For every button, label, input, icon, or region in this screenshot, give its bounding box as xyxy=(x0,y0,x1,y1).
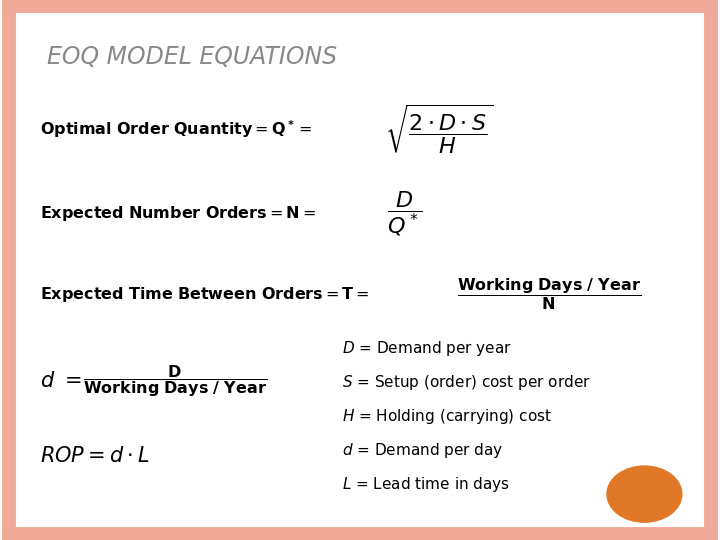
Text: $\dfrac{\mathbf{Working\ Days\ /\ Year}}{\mathbf{N}}$: $\dfrac{\mathbf{Working\ Days\ /\ Year}}… xyxy=(457,276,642,312)
Text: $\mathit{S}$ = Setup (order) cost per order: $\mathit{S}$ = Setup (order) cost per or… xyxy=(342,373,590,392)
Circle shape xyxy=(607,466,682,522)
Text: $\mathit{H}$ = Holding (carrying) cost: $\mathit{H}$ = Holding (carrying) cost xyxy=(342,407,552,426)
Text: $\mathit{D}$ = Demand per year: $\mathit{D}$ = Demand per year xyxy=(342,339,512,358)
Text: $\mathit{L}$ = Lead time in days: $\mathit{L}$ = Lead time in days xyxy=(342,475,510,494)
Text: $\dfrac{\mathbf{D}}{\mathbf{Working\ Days\ /\ Year}}$: $\dfrac{\mathbf{D}}{\mathbf{Working\ Day… xyxy=(83,363,267,399)
Text: $\mathit{d}$ = Demand per day: $\mathit{d}$ = Demand per day xyxy=(342,441,503,460)
Text: $\sqrt{\dfrac{2 \cdot D \cdot S}{H}}$: $\sqrt{\dfrac{2 \cdot D \cdot S}{H}}$ xyxy=(385,103,493,156)
Text: $\mathit{d}\ =$: $\mathit{d}\ =$ xyxy=(40,370,81,391)
Text: $\mathbf{Expected\ Number\ Orders} = \mathbf{N} =$: $\mathbf{Expected\ Number\ Orders} = \ma… xyxy=(40,204,316,223)
Text: $\mathbf{Optimal\ Order\ Quantity} = \mathbf{Q^*} =$: $\mathbf{Optimal\ Order\ Quantity} = \ma… xyxy=(40,119,312,140)
Text: EOQ MODEL EQUATIONS: EOQ MODEL EQUATIONS xyxy=(47,45,337,69)
Text: $\dfrac{D}{Q^*}$: $\dfrac{D}{Q^*}$ xyxy=(387,189,423,238)
Text: $\mathit{ROP} = \mathit{d} \cdot \mathit{L}$: $\mathit{ROP} = \mathit{d} \cdot \mathit… xyxy=(40,446,149,467)
Text: $\mathbf{Expected\ Time\ Between\ Orders} = \mathbf{T} =$: $\mathbf{Expected\ Time\ Between\ Orders… xyxy=(40,285,369,304)
